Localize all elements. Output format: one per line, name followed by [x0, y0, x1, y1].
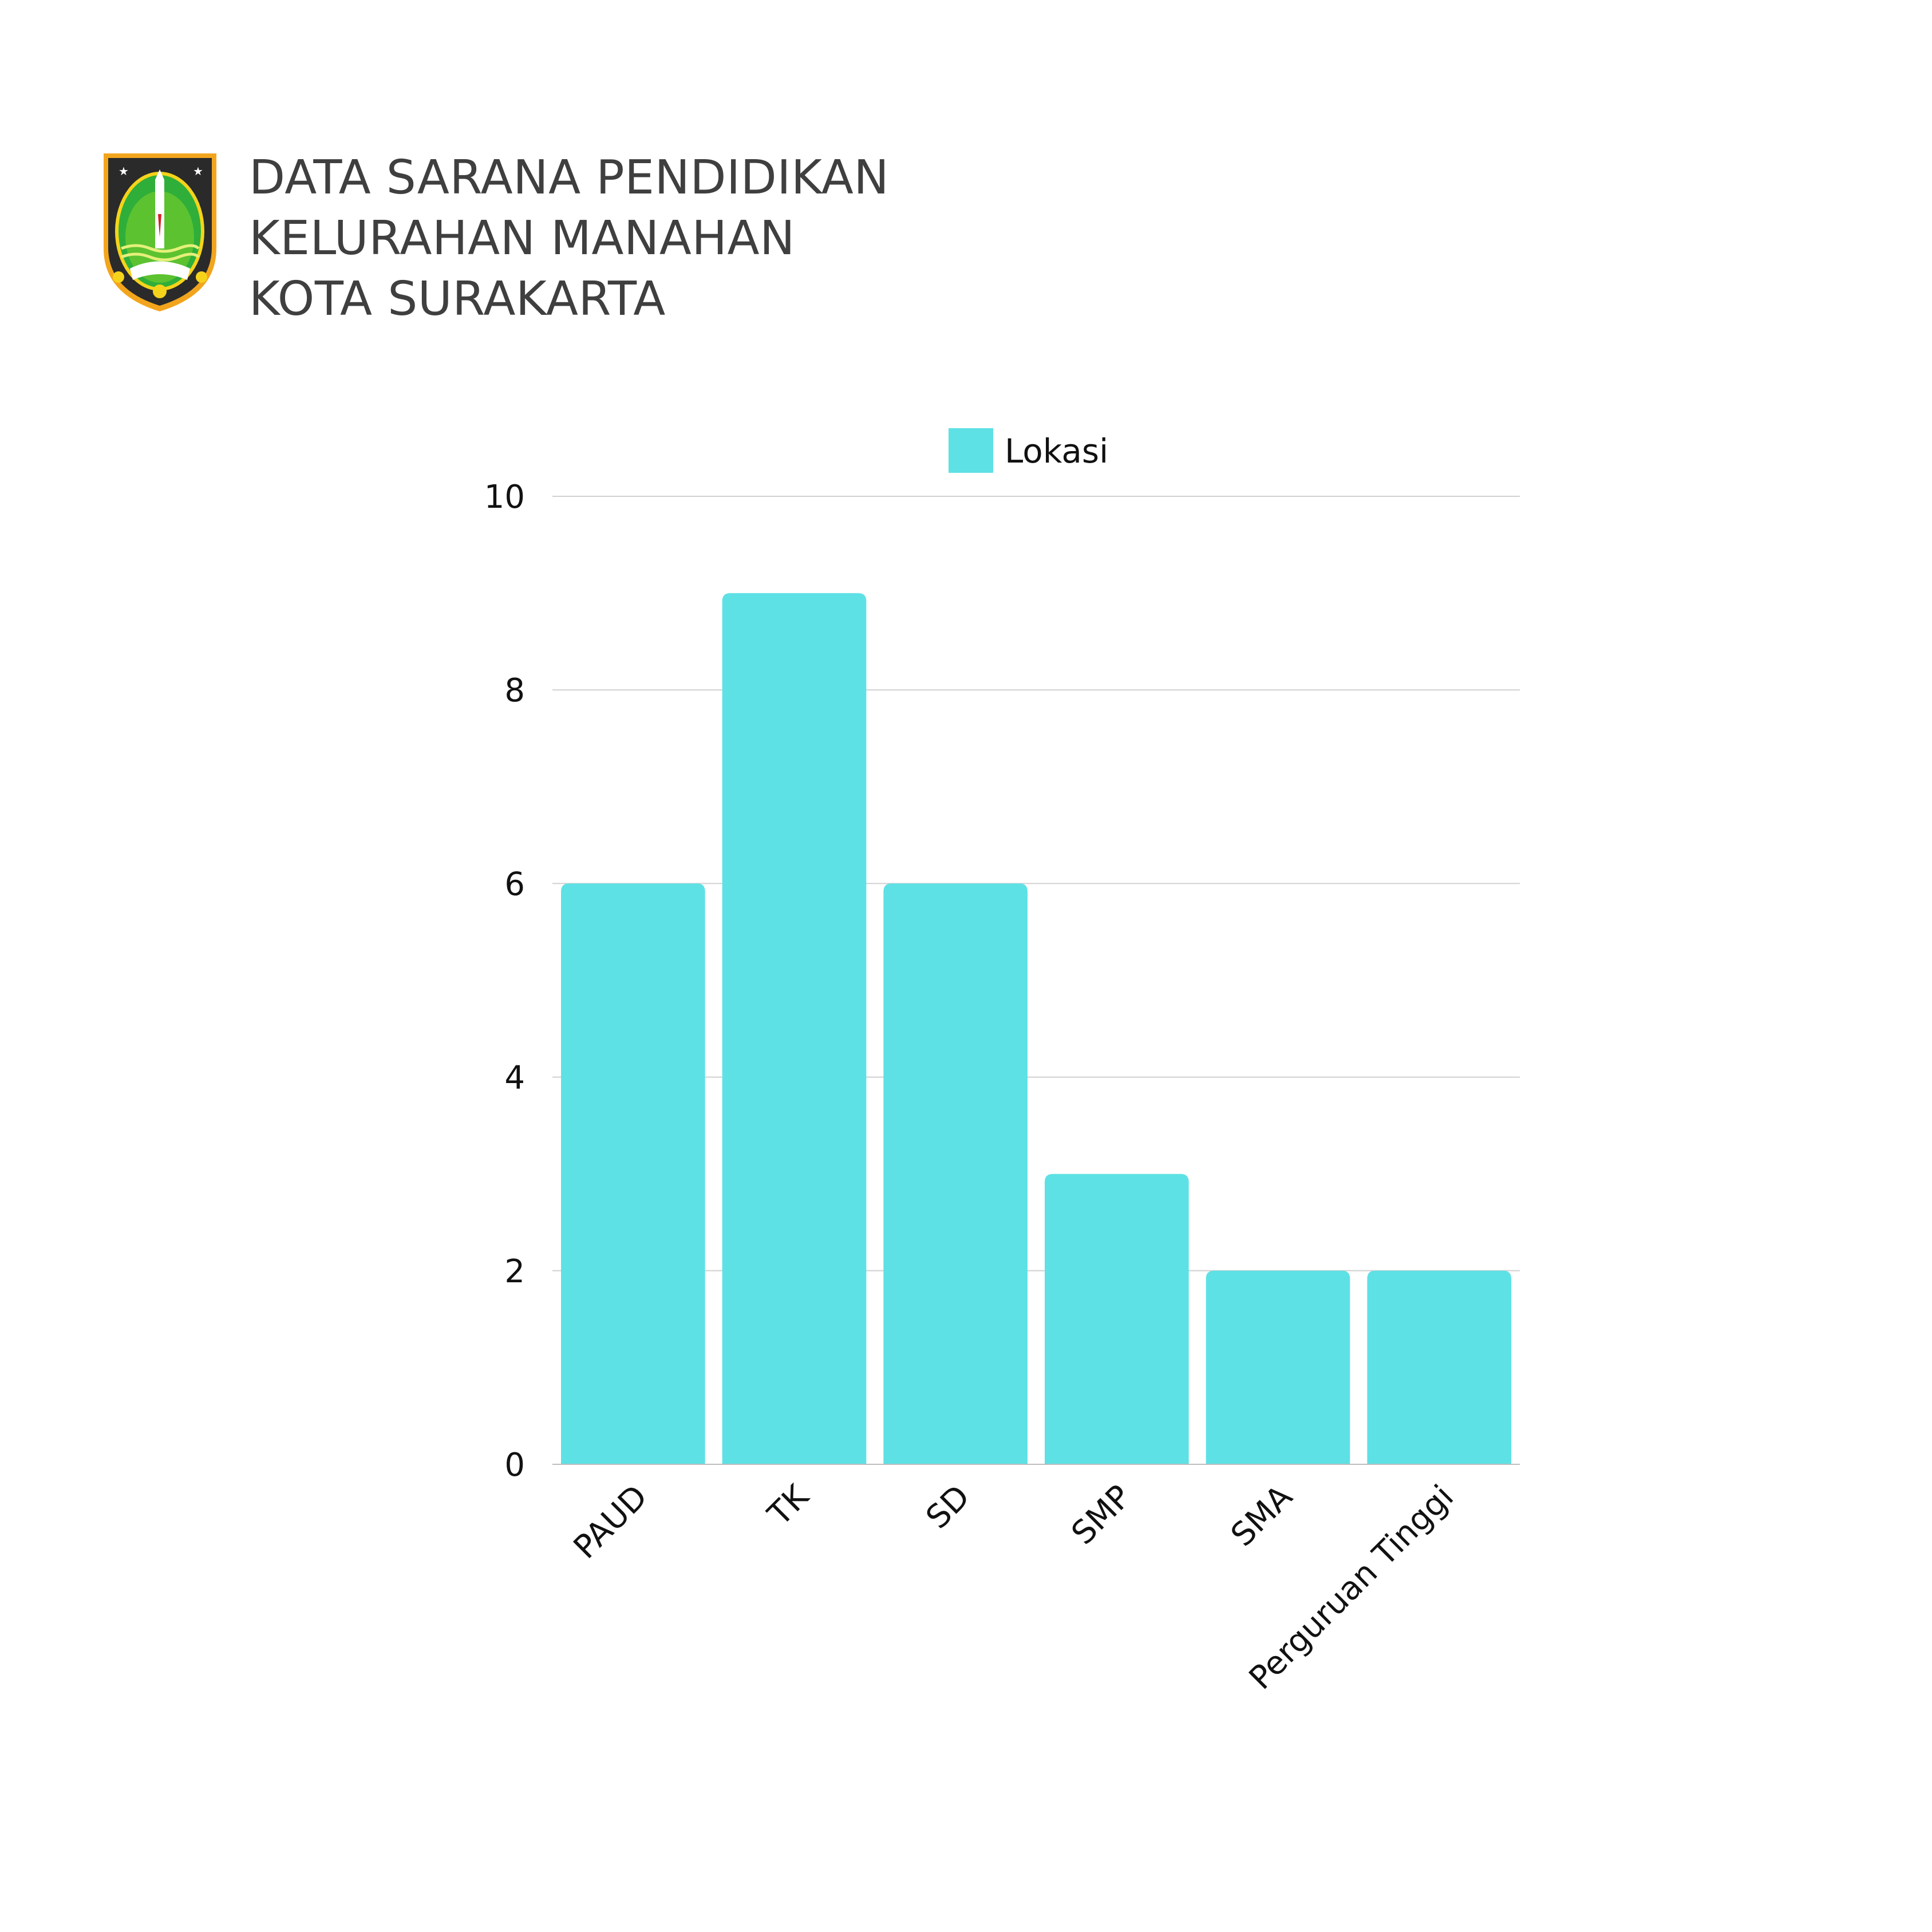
x-tick-label: SD: [919, 1478, 977, 1536]
y-tick-label: 6: [504, 866, 525, 903]
title-line-1: DATA SARANA PENDIDIKAN: [249, 151, 890, 205]
y-axis-tick-labels: 0 2 4 6 8 10: [484, 479, 525, 1484]
x-tick-label: SMP: [1065, 1478, 1139, 1552]
gridlines: [552, 496, 1520, 1271]
svg-text:★: ★: [193, 164, 203, 178]
bar-smp: [1045, 1174, 1189, 1464]
title-block: DATA SARANA PENDIDIKAN KELURAHAN MANAHAN…: [249, 148, 889, 330]
title-line-3: KOTA SURAKARTA: [249, 272, 666, 326]
bar-sma: [1206, 1270, 1350, 1464]
legend-swatch: [949, 428, 993, 473]
svg-text:★: ★: [118, 164, 129, 178]
legend: Lokasi: [949, 428, 1108, 473]
bars: [561, 593, 1511, 1464]
bar-sd: [883, 883, 1028, 1464]
bar-paud: [561, 883, 705, 1464]
bar-tk: [722, 593, 867, 1464]
y-tick-label: 4: [504, 1060, 525, 1097]
y-tick-label: 10: [484, 479, 525, 516]
y-tick-label: 0: [504, 1447, 525, 1484]
title-line-2: KELURAHAN MANAHAN: [249, 211, 795, 266]
y-tick-label: 8: [504, 672, 525, 709]
x-tick-label: TK: [761, 1477, 817, 1534]
header: ★ ★ DATA SARANA PENDIDIKAN KELURAHAN MAN…: [101, 148, 960, 326]
x-tick-label: SMA: [1224, 1478, 1299, 1554]
legend-label: Lokasi: [1005, 432, 1108, 471]
x-tick-label: PAUD: [567, 1478, 655, 1566]
y-tick-label: 2: [504, 1253, 525, 1290]
bar-perguruan-tinggi: [1367, 1270, 1511, 1464]
surakarta-coat-of-arms-icon: ★ ★: [104, 153, 216, 311]
